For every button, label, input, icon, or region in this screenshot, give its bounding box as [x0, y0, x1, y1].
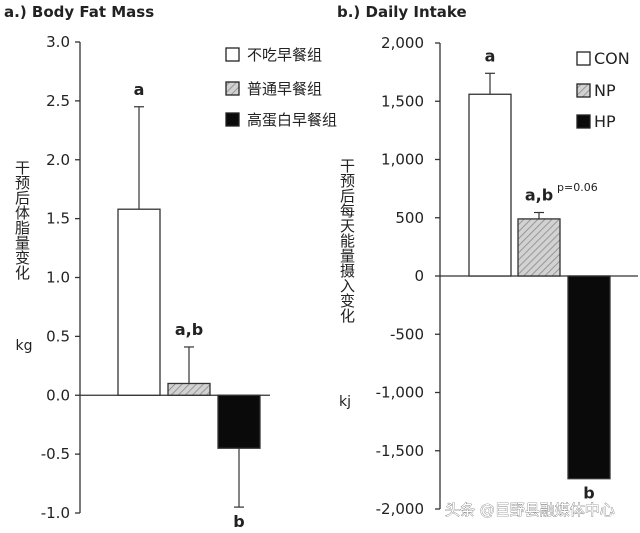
- chart-b-legend-3: HP: [594, 112, 616, 131]
- y-tick-label: 1,000: [381, 151, 424, 169]
- chart-a: a.) Body Fat Mass 干预后体脂量变化 kg 3.0 2.5 2.0 1…: [4, 3, 337, 531]
- chart-b-unit: kj: [339, 394, 351, 410]
- bar-open: [468, 93, 512, 277]
- y-tick-label: 2.5: [46, 92, 70, 110]
- y-tick-label: 0.5: [46, 327, 70, 345]
- y-tick-label: 0: [414, 267, 424, 285]
- y-tick-label: 2,000: [381, 34, 424, 52]
- chart-b-legend-2: NP: [594, 81, 616, 100]
- legend-swatch-open: [225, 47, 240, 62]
- chart-a-legend: 不吃早餐组 普通早餐组 高蛋白早餐组: [225, 46, 337, 129]
- y-tick-label: 0.0: [46, 386, 70, 404]
- chart-b: b.) Daily Intake 干预后每天能量摄入变化 kj 2,000 1,5…: [337, 3, 638, 518]
- significance-label: a,b: [525, 186, 553, 205]
- y-tick-label: 2.0: [46, 151, 70, 169]
- bar-solid: [217, 394, 261, 449]
- y-tick-label: 1,500: [381, 92, 424, 110]
- bar-hatched: [167, 382, 211, 396]
- y-tick-label: 3.0: [46, 33, 70, 51]
- chart-a-bars: a a,b b: [117, 80, 261, 531]
- chart-a-title: a.) Body Fat Mass: [4, 3, 154, 21]
- y-tick-label: -1,000: [376, 384, 424, 402]
- bar-solid: [567, 275, 611, 480]
- y-tick-label: -500: [390, 325, 424, 343]
- y-tick-label: 500: [395, 209, 424, 227]
- legend-swatch-solid: [225, 112, 240, 127]
- bar-open: [117, 208, 161, 396]
- watermark: 头条 @巨野县融媒体中心: [445, 501, 615, 519]
- y-tick-label: -1.0: [41, 504, 70, 522]
- legend-swatch-open: [576, 51, 591, 66]
- chart-b-pvalue: p=0.06: [557, 181, 598, 194]
- chart-b-title: b.) Daily Intake: [337, 3, 467, 21]
- chart-a-y-axis: 3.0 2.5 2.0 1.5 1.0 0.5 0.0 -0.5 -1.0: [41, 33, 270, 522]
- y-tick-label: -2,000: [376, 500, 424, 518]
- chart-a-unit: kg: [16, 338, 33, 354]
- significance-label: a: [134, 80, 145, 99]
- significance-label: b: [583, 484, 594, 503]
- legend-swatch-solid: [576, 114, 591, 129]
- chart-a-ylabel: 干预后体脂量变化: [13, 160, 31, 280]
- significance-label: a: [485, 46, 496, 65]
- y-tick-label: -0.5: [41, 445, 70, 463]
- y-tick-label: -1,500: [376, 442, 424, 460]
- y-tick-label: 1.5: [46, 210, 70, 228]
- chart-b-bars: a a,b b: [468, 46, 611, 503]
- chart-b-legend: CON NP HP: [576, 49, 630, 131]
- chart-b-legend-1: CON: [594, 49, 630, 68]
- bar-hatched: [517, 218, 561, 277]
- chart-b-ylabel: 干预后每天能量摄入变化: [338, 158, 356, 323]
- chart-a-legend-1: 不吃早餐组: [247, 46, 322, 64]
- significance-label: b: [233, 512, 244, 531]
- chart-a-legend-2: 普通早餐组: [247, 80, 322, 98]
- significance-label: a,b: [175, 320, 203, 339]
- chart-a-legend-3: 高蛋白早餐组: [247, 111, 337, 129]
- legend-swatch-hatched: [576, 83, 591, 98]
- y-tick-label: 1.0: [46, 269, 70, 287]
- legend-swatch-hatched: [225, 81, 240, 96]
